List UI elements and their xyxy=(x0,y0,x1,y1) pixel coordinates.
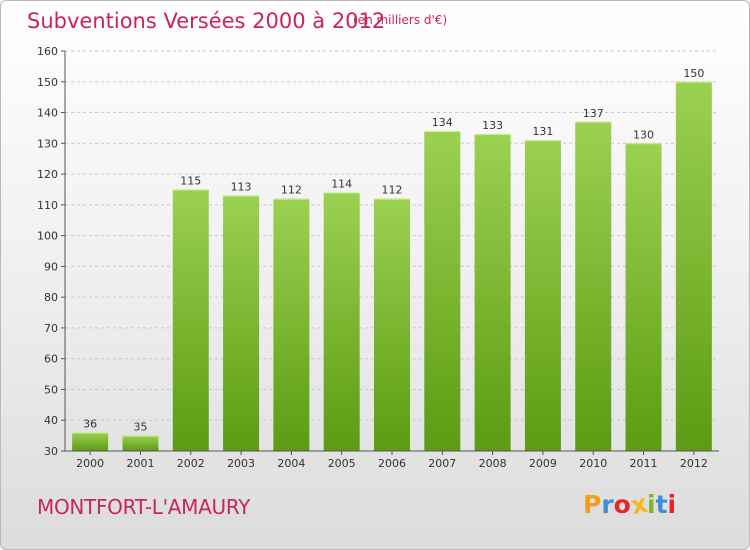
bar-value-label: 115 xyxy=(180,174,201,187)
bar-chart: 36 35 115 113 112 114 112 134 133 131 137 130 150 30… xyxy=(37,45,719,470)
bar-value-label: 134 xyxy=(432,116,453,129)
logo-letter: r xyxy=(601,490,614,519)
chart-title: Subventions Versées 2000 à 2012 xyxy=(27,9,386,33)
y-tick-label: 130 xyxy=(37,137,58,150)
bar-value-label: 150 xyxy=(683,67,704,80)
bar-2002 xyxy=(172,189,209,451)
y-tick-label: 40 xyxy=(44,414,58,427)
x-tick-label: 2000 xyxy=(76,457,104,470)
y-tick-label: 140 xyxy=(37,107,58,120)
logo-letter: i xyxy=(667,490,677,519)
commune-name: MONTFORT-L'AMAURY xyxy=(37,495,251,519)
bar-2007 xyxy=(424,131,461,451)
logo-letter: i xyxy=(647,490,656,519)
bar-value-label: 137 xyxy=(583,107,604,120)
bar-2001 xyxy=(122,435,159,451)
y-tick-label: 70 xyxy=(44,322,58,335)
bar-2012 xyxy=(675,81,712,452)
y-tick-label: 160 xyxy=(37,45,58,58)
proxiti-logo[interactable]: Proxiti xyxy=(583,489,677,521)
bar-value-label: 114 xyxy=(331,178,352,191)
bar-value-label: 112 xyxy=(281,184,302,197)
bar-value-label: 112 xyxy=(382,184,403,197)
y-tick-label: 120 xyxy=(37,168,58,181)
y-tick-label: 100 xyxy=(37,230,58,243)
bar-2008 xyxy=(474,134,511,452)
bar-2006 xyxy=(374,198,410,451)
x-tick-label: 2009 xyxy=(529,457,557,470)
y-tick-label: 110 xyxy=(37,199,58,212)
bar-value-label: 130 xyxy=(633,128,654,141)
logo-letter: P xyxy=(583,490,602,519)
bar-2009 xyxy=(524,140,561,451)
bar-2000 xyxy=(72,432,109,451)
bar-2011 xyxy=(625,143,662,452)
x-tick-label: 2004 xyxy=(277,457,305,470)
y-tick-label: 80 xyxy=(44,291,58,304)
x-tick-label: 2007 xyxy=(428,457,456,470)
y-tick-label: 90 xyxy=(44,260,58,273)
x-tick-label: 2002 xyxy=(177,457,205,470)
x-tick-label: 2003 xyxy=(227,457,255,470)
y-tick-label: 60 xyxy=(44,353,58,366)
x-tick-label: 2005 xyxy=(328,457,356,470)
x-tick-label: 2012 xyxy=(680,457,708,470)
bar-2003 xyxy=(223,195,260,451)
bar-2004 xyxy=(273,198,310,451)
logo-letter: t xyxy=(655,490,668,519)
bar-value-label: 113 xyxy=(231,181,252,194)
bar-value-label: 133 xyxy=(482,119,503,132)
x-tick-label: 2008 xyxy=(479,457,507,470)
y-tick-label: 30 xyxy=(44,445,58,458)
bar-2005 xyxy=(323,192,360,452)
x-tick-label: 2006 xyxy=(378,457,406,470)
bar-2010 xyxy=(575,121,612,452)
chart-unit: (en milliers d'€) xyxy=(353,13,448,27)
x-tick-label: 2001 xyxy=(126,457,154,470)
logo-letter: o xyxy=(613,490,631,519)
x-tick-label: 2011 xyxy=(630,457,658,470)
y-tick-label: 150 xyxy=(37,76,58,89)
bar-value-label: 35 xyxy=(133,421,147,434)
y-tick-label: 50 xyxy=(44,383,58,396)
bar-value-label: 36 xyxy=(83,418,97,431)
x-tick-label: 2010 xyxy=(579,457,607,470)
bar-value-label: 131 xyxy=(532,125,553,138)
